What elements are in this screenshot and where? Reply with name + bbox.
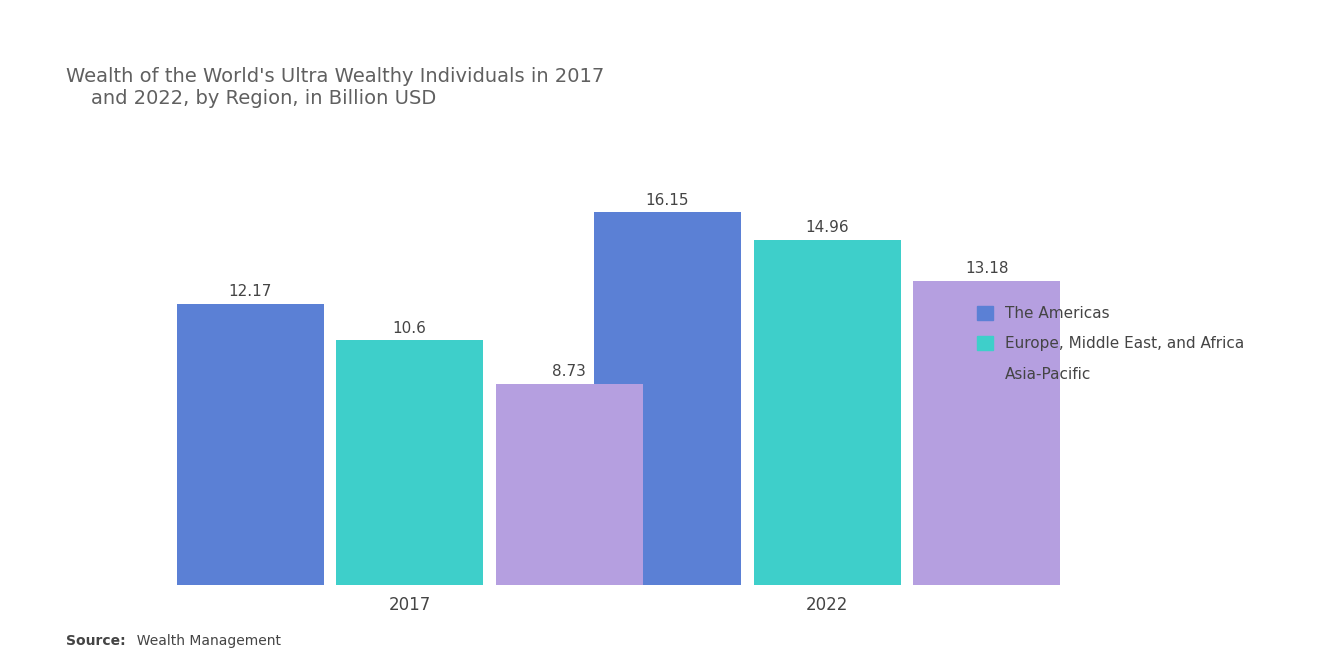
- Bar: [913, 281, 1060, 585]
- Text: 10.6: 10.6: [393, 321, 426, 336]
- Text: Wealth Management: Wealth Management: [128, 634, 281, 648]
- Text: 12.17: 12.17: [228, 285, 272, 299]
- Bar: [594, 212, 741, 585]
- Legend: The Americas, Europe, Middle East, and Africa, Asia-Pacific: The Americas, Europe, Middle East, and A…: [970, 299, 1251, 389]
- Text: 8.73: 8.73: [552, 364, 586, 379]
- Text: 14.96: 14.96: [805, 220, 849, 235]
- Bar: [177, 304, 323, 585]
- Text: Wealth of the World's Ultra Wealthy Individuals in 2017
    and 2022, by Region,: Wealth of the World's Ultra Wealthy Indi…: [66, 66, 605, 108]
- Bar: [496, 384, 643, 585]
- Text: Source:: Source:: [66, 634, 125, 648]
- Text: 16.15: 16.15: [645, 192, 689, 207]
- Text: 13.18: 13.18: [965, 261, 1008, 276]
- Bar: [754, 239, 900, 585]
- Bar: [337, 340, 483, 585]
